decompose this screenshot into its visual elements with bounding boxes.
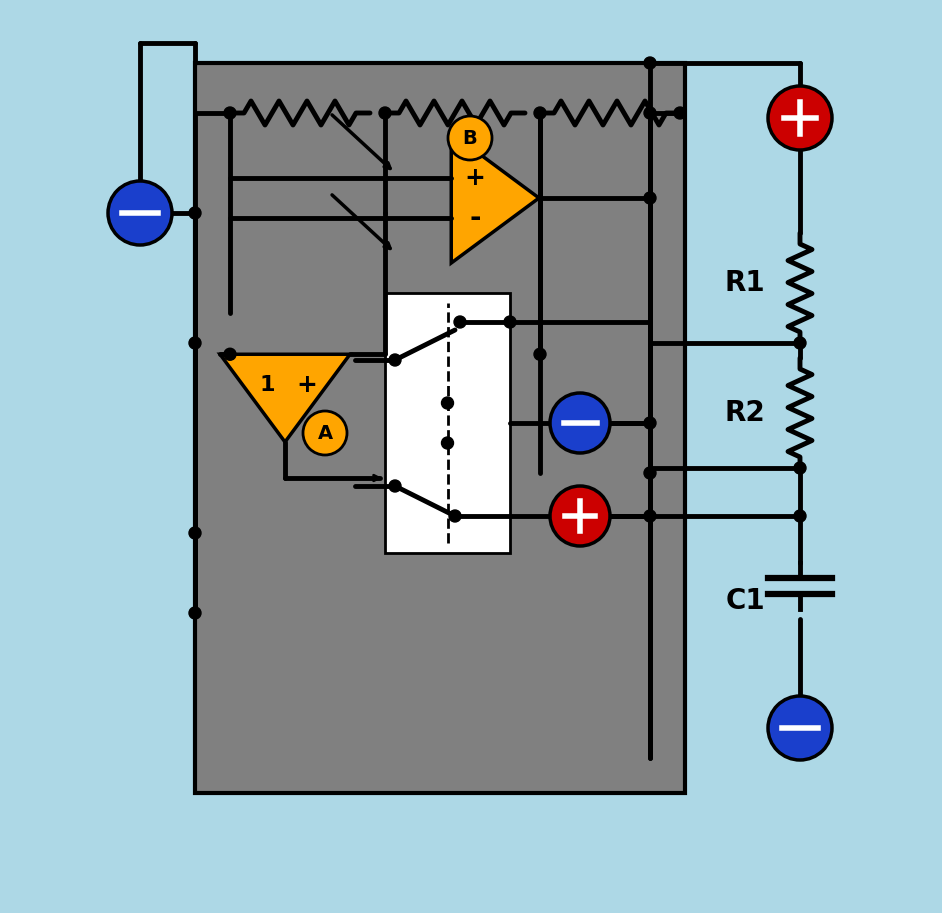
Circle shape <box>189 207 201 219</box>
Text: B: B <box>463 129 478 148</box>
Circle shape <box>303 411 347 455</box>
Circle shape <box>189 337 201 349</box>
Text: +: + <box>464 166 485 190</box>
Circle shape <box>379 107 391 119</box>
Circle shape <box>389 354 401 366</box>
Circle shape <box>189 527 201 539</box>
Circle shape <box>189 607 201 619</box>
Circle shape <box>224 348 236 361</box>
Text: 1: 1 <box>259 375 275 395</box>
Text: R1: R1 <box>724 269 765 297</box>
Circle shape <box>794 337 806 349</box>
Circle shape <box>454 316 466 328</box>
Text: C1: C1 <box>725 587 765 615</box>
Circle shape <box>768 696 832 760</box>
Text: A: A <box>317 424 333 443</box>
Polygon shape <box>451 133 539 263</box>
Circle shape <box>644 107 656 119</box>
Circle shape <box>108 181 172 245</box>
Circle shape <box>534 107 546 119</box>
Circle shape <box>644 510 656 522</box>
Circle shape <box>442 397 453 409</box>
Circle shape <box>504 316 516 328</box>
Circle shape <box>794 510 806 522</box>
Text: -: - <box>469 204 480 232</box>
Text: +: + <box>297 373 317 397</box>
Circle shape <box>674 107 686 119</box>
Circle shape <box>448 116 492 160</box>
Circle shape <box>442 437 453 449</box>
Circle shape <box>644 192 656 204</box>
Text: R2: R2 <box>724 399 765 427</box>
Circle shape <box>389 480 401 492</box>
Circle shape <box>794 462 806 474</box>
Circle shape <box>534 348 546 361</box>
Circle shape <box>550 393 610 453</box>
FancyBboxPatch shape <box>195 63 685 793</box>
Circle shape <box>550 486 610 546</box>
Bar <box>385 293 510 553</box>
Circle shape <box>768 86 832 150</box>
Circle shape <box>224 107 236 119</box>
Polygon shape <box>220 354 350 442</box>
Circle shape <box>644 467 656 479</box>
Circle shape <box>644 417 656 429</box>
Circle shape <box>449 510 461 522</box>
Circle shape <box>644 57 656 69</box>
